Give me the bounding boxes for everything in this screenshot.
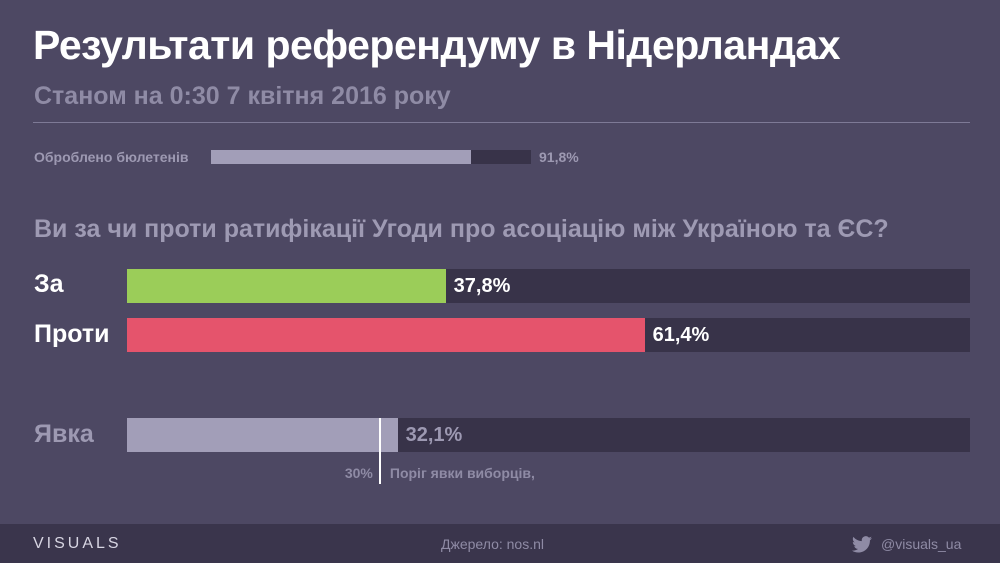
bar-value-proty: 61,4% xyxy=(652,324,710,346)
processed-label: Оброблено бюлетенів xyxy=(34,149,189,165)
bar-track-proty: 61,4% xyxy=(127,318,970,352)
twitter-handle[interactable]: @visuals_ua xyxy=(881,536,962,552)
bar-proty xyxy=(127,318,645,352)
bar-track-turnout: 32,1% xyxy=(127,418,970,452)
bar-turnout xyxy=(127,418,398,452)
bar-label-proty: Проти xyxy=(34,320,110,348)
page-subtitle: Станом на 0:30 7 квітня 2016 року xyxy=(34,82,451,110)
processed-fill xyxy=(211,150,471,164)
threshold-line xyxy=(378,418,381,484)
bar-value-za: 37,8% xyxy=(453,275,511,297)
page-title: Результати референдуму в Нідерландах xyxy=(33,22,841,68)
processed-track xyxy=(211,150,531,164)
bar-za xyxy=(127,269,446,303)
threshold-label: Поріг явки виборців, xyxy=(389,465,535,481)
bar-label-turnout: Явка xyxy=(34,420,94,448)
footer: VISUALS Джерело: nos.nl @visuals_ua xyxy=(0,524,1000,563)
divider xyxy=(33,122,970,123)
brand-logo: VISUALS xyxy=(33,535,122,552)
source-text: Джерело: nos.nl xyxy=(441,536,544,552)
chart-title: Ви за чи проти ратифікації Угоди про асо… xyxy=(34,215,889,243)
bar-track-za: 37,8% xyxy=(127,269,970,303)
bar-value-turnout: 32,1% xyxy=(405,424,463,446)
processed-value: 91,8% xyxy=(539,149,579,165)
twitter-icon xyxy=(852,536,872,553)
threshold-value: 30% xyxy=(344,465,373,481)
bar-label-za: За xyxy=(34,270,64,298)
